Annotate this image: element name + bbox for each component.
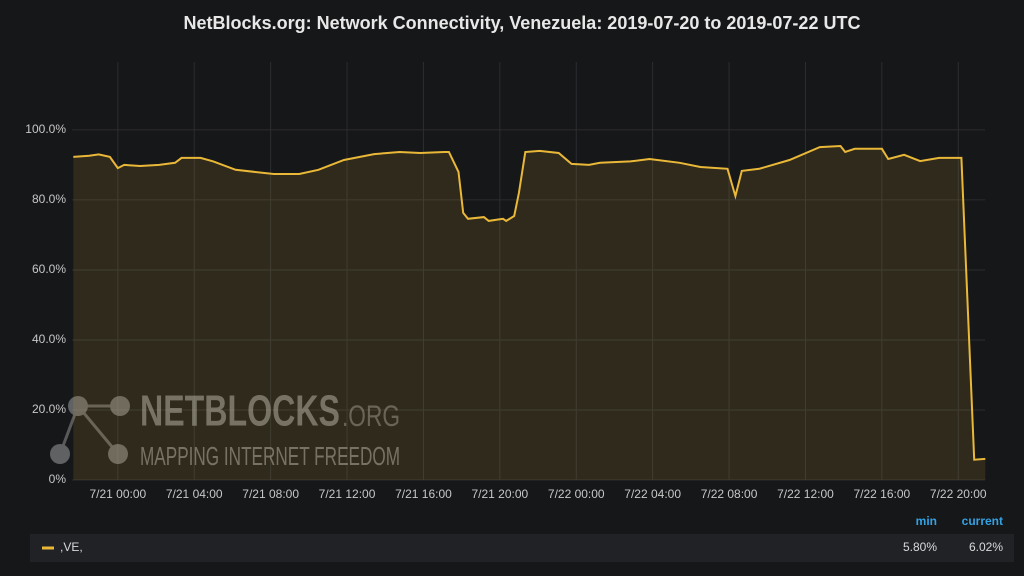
y-tick-label: 100.0% <box>25 122 66 136</box>
x-tick-label: 7/21 16:00 <box>395 487 452 501</box>
x-tick-label: 7/21 00:00 <box>89 487 146 501</box>
watermark-icon <box>50 444 70 464</box>
x-tick-label: 7/22 16:00 <box>853 487 910 501</box>
watermark-icon <box>108 444 128 464</box>
legend: min current ,VE, 5.80% 6.02% <box>42 514 1003 554</box>
y-tick-label: 20.0% <box>32 402 66 416</box>
line <box>73 144 986 461</box>
x-tick-label: 7/21 04:00 <box>166 487 223 501</box>
legend-header: current <box>962 514 1003 528</box>
plot <box>73 144 986 480</box>
watermark-icon <box>68 396 88 416</box>
x-tick-label: 7/22 12:00 <box>777 487 834 501</box>
grid: 0% 20.0% 40.0% 60.0% 80.0% 100.0% 7/21 00:00 7/… <box>25 62 987 501</box>
watermark-subtitle: MAPPING INTERNET FREEDOM <box>140 441 400 471</box>
y-tick-label: 0% <box>49 472 67 486</box>
watermark-icon <box>58 405 80 455</box>
legend-header: min <box>916 514 937 528</box>
x-tick-label: 7/22 04:00 <box>624 487 681 501</box>
legend-stat: 5.80% <box>903 540 937 554</box>
x-tick-label: 7/21 12:00 <box>319 487 376 501</box>
watermark-title: NETBLOCKS <box>140 387 340 436</box>
watermark-icon <box>110 396 130 416</box>
x-tick-label: 7/22 00:00 <box>548 487 605 501</box>
y-tick-label: 60.0% <box>32 262 66 276</box>
legend-stat: 6.02% <box>969 540 1003 554</box>
area <box>73 146 986 480</box>
legend-label: ,VE, <box>60 540 83 554</box>
x-tick-label: 7/22 08:00 <box>701 487 758 501</box>
y-tick-label: 40.0% <box>32 332 66 346</box>
watermark-icon <box>76 405 120 455</box>
watermark-suffix: .ORG <box>342 400 400 433</box>
legend-row <box>30 534 1014 562</box>
x-tick-label: 7/21 08:00 <box>242 487 299 501</box>
watermark: NETBLOCKS .ORG MAPPING INTERNET FREEDOM <box>50 387 400 471</box>
chart-title: NetBlocks.org: Network Connectivity, Ven… <box>184 13 861 33</box>
x-tick-label: 7/21 20:00 <box>471 487 528 501</box>
y-tick-label: 80.0% <box>32 192 66 206</box>
x-tick-label: 7/22 20:00 <box>930 487 987 501</box>
